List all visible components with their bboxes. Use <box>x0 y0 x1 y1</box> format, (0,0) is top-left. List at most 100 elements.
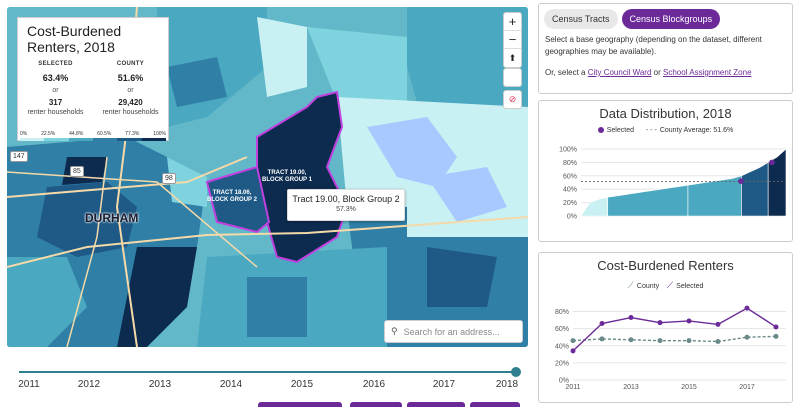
timeline-handle[interactable] <box>511 367 521 377</box>
or-prefix: Or, select a <box>545 68 586 77</box>
legend-selected-label: Selected <box>606 127 634 134</box>
legend-county: COUNTY 51.6% or 29,420 renter households <box>93 61 168 116</box>
bottom-action-button[interactable] <box>350 402 402 407</box>
legend-county-label: County <box>636 283 660 290</box>
zoom-control: + − ⬆ <box>503 12 522 68</box>
legend-scale-tick: 77.3% <box>125 131 140 137</box>
geography-instructions: Select a base geography (depending on th… <box>545 35 762 56</box>
map-tooltip: Tract 19.00, Block Group 2 57.3% <box>287 189 405 221</box>
tract-label-b: TRACT 18.06, BLOCK GROUP 2 <box>207 190 257 203</box>
tract-label-a: TRACT 19.00, BLOCK GROUP 1 <box>262 170 312 183</box>
search-input[interactable] <box>403 326 514 337</box>
legend-color-swatch <box>44 138 69 141</box>
legend-scale-tick: 60.5% <box>97 131 112 137</box>
legend-color-swatch <box>92 138 118 141</box>
legend-county-count: 29,420 <box>118 98 143 107</box>
selected-dot-icon <box>597 127 604 134</box>
legend-county-avg-label: County Average: 51.6% <box>659 127 734 134</box>
timeline-year[interactable]: 2015 <box>290 379 314 390</box>
timeline-year[interactable]: 2012 <box>77 379 101 390</box>
county-point <box>686 338 692 344</box>
y-tick-label: 40% <box>563 187 577 194</box>
unlink-icon[interactable]: ⊘ <box>503 90 522 109</box>
tooltip-value: 57.3% <box>336 206 356 213</box>
selected-marker <box>738 178 744 184</box>
legend-color-swatch <box>20 138 45 141</box>
selected-point <box>773 324 779 330</box>
county-point <box>599 336 605 342</box>
timeline-year[interactable]: 2013 <box>148 379 172 390</box>
map-view[interactable]: 147 85 98 DURHAM TRACT 19.00, BLOCK GROU… <box>7 7 528 347</box>
zoom-in-button[interactable]: + <box>504 13 521 31</box>
x-tick-label: 2017 <box>739 384 755 391</box>
timeline-year-selected[interactable]: 2018 <box>495 379 519 390</box>
zoom-out-button[interactable]: − <box>504 31 521 49</box>
distribution-chart[interactable]: 100% 80% 60% 40% 20% 0% <box>539 101 792 241</box>
city-label: DURHAM <box>85 211 139 225</box>
legend-scale: 0% 22.5% 44.8% 60.5% 77.3% 100% <box>20 131 166 141</box>
y-tick-label: 20% <box>555 360 569 367</box>
search-icon: ⚲ <box>391 326 398 336</box>
selected-point <box>744 305 750 311</box>
x-tick-label: 2015 <box>681 384 697 391</box>
compass-button[interactable]: ⬆ <box>508 53 517 63</box>
timeline-year[interactable]: 2016 <box>362 379 386 390</box>
distribution-band <box>687 175 742 217</box>
y-tick-label: 0% <box>567 214 577 221</box>
fullscreen-button[interactable] <box>503 68 522 87</box>
geography-tabs: Census Tracts Census Blockgroups <box>539 4 792 29</box>
selected-marker <box>769 159 775 166</box>
map-choropleth[interactable] <box>7 7 528 347</box>
legend-county-or: or <box>127 87 134 94</box>
timeline-track[interactable] <box>19 371 516 373</box>
y-tick-label: 80% <box>555 309 569 316</box>
timeline-year[interactable]: 2017 <box>432 379 456 390</box>
county-line-icon: ⟋ <box>627 280 634 290</box>
highway-shield-147: 147 <box>10 151 28 162</box>
legend-scale-tick: 44.8% <box>69 131 84 137</box>
county-point <box>715 339 721 344</box>
map-legend: Cost-Burdened Renters, 2018 SELECTED 63.… <box>17 17 169 141</box>
county-point <box>744 334 750 340</box>
highway-shield-85: 85 <box>70 166 84 177</box>
x-tick-label: 2013 <box>623 384 639 391</box>
legend-color-swatch <box>68 138 93 141</box>
distribution-band <box>767 148 787 217</box>
y-tick-label: 20% <box>563 200 577 207</box>
year-timeline[interactable]: 2011 2012 2013 2014 2015 2016 2017 2018 <box>18 365 521 395</box>
tab-census-tracts[interactable]: Census Tracts <box>544 9 618 29</box>
y-tick-label: 60% <box>555 326 569 333</box>
y-tick-label: 80% <box>563 160 577 167</box>
bottom-action-button[interactable] <box>258 402 342 407</box>
school-zone-link[interactable]: School Assignment Zone <box>663 68 752 77</box>
geography-panel: Census Tracts Census Blockgroups Select … <box>538 3 793 94</box>
legend-selected-label: Selected <box>676 283 704 290</box>
selected-point <box>657 320 663 326</box>
tab-census-blockgroups[interactable]: Census Blockgroups <box>621 9 721 29</box>
selected-point <box>686 318 692 324</box>
address-search[interactable]: ⚲ <box>384 320 523 343</box>
selected-point <box>628 315 634 321</box>
legend-scale-tick: 22.5% <box>41 131 56 137</box>
legend-county-header: COUNTY <box>116 61 145 67</box>
y-tick-label: 60% <box>563 173 577 180</box>
timeline-year[interactable]: 2011 <box>18 379 40 390</box>
legend-selected: SELECTED 63.4% or 317 renter households <box>18 61 93 116</box>
selected-point <box>715 321 721 327</box>
bottom-action-button[interactable] <box>407 402 465 407</box>
trend-chart[interactable]: 80% 60% 40% 20% 0%2011 2013 2015 2017 <box>539 253 792 402</box>
distribution-legend: Selected - - - County Average: 51.6% <box>539 127 792 134</box>
bottom-action-button[interactable] <box>470 402 520 407</box>
city-council-ward-link[interactable]: City Council Ward <box>587 68 652 77</box>
distribution-title: Data Distribution, 2018 <box>599 106 732 121</box>
legend-selected-or: or <box>52 87 59 94</box>
distribution-panel: Data Distribution, 2018 Selected - - - Co… <box>538 100 793 242</box>
timeline-year[interactable]: 2014 <box>219 379 243 390</box>
geography-alt-select: Or, select a City Council Ward or School… <box>539 58 792 77</box>
legend-title: Cost-Burdened Renters, 2018 <box>27 23 122 55</box>
distribution-band <box>741 161 769 217</box>
legend-color-swatch <box>141 138 166 141</box>
selected-point <box>599 321 605 327</box>
legend-selected-value: 63.4% <box>42 73 69 83</box>
